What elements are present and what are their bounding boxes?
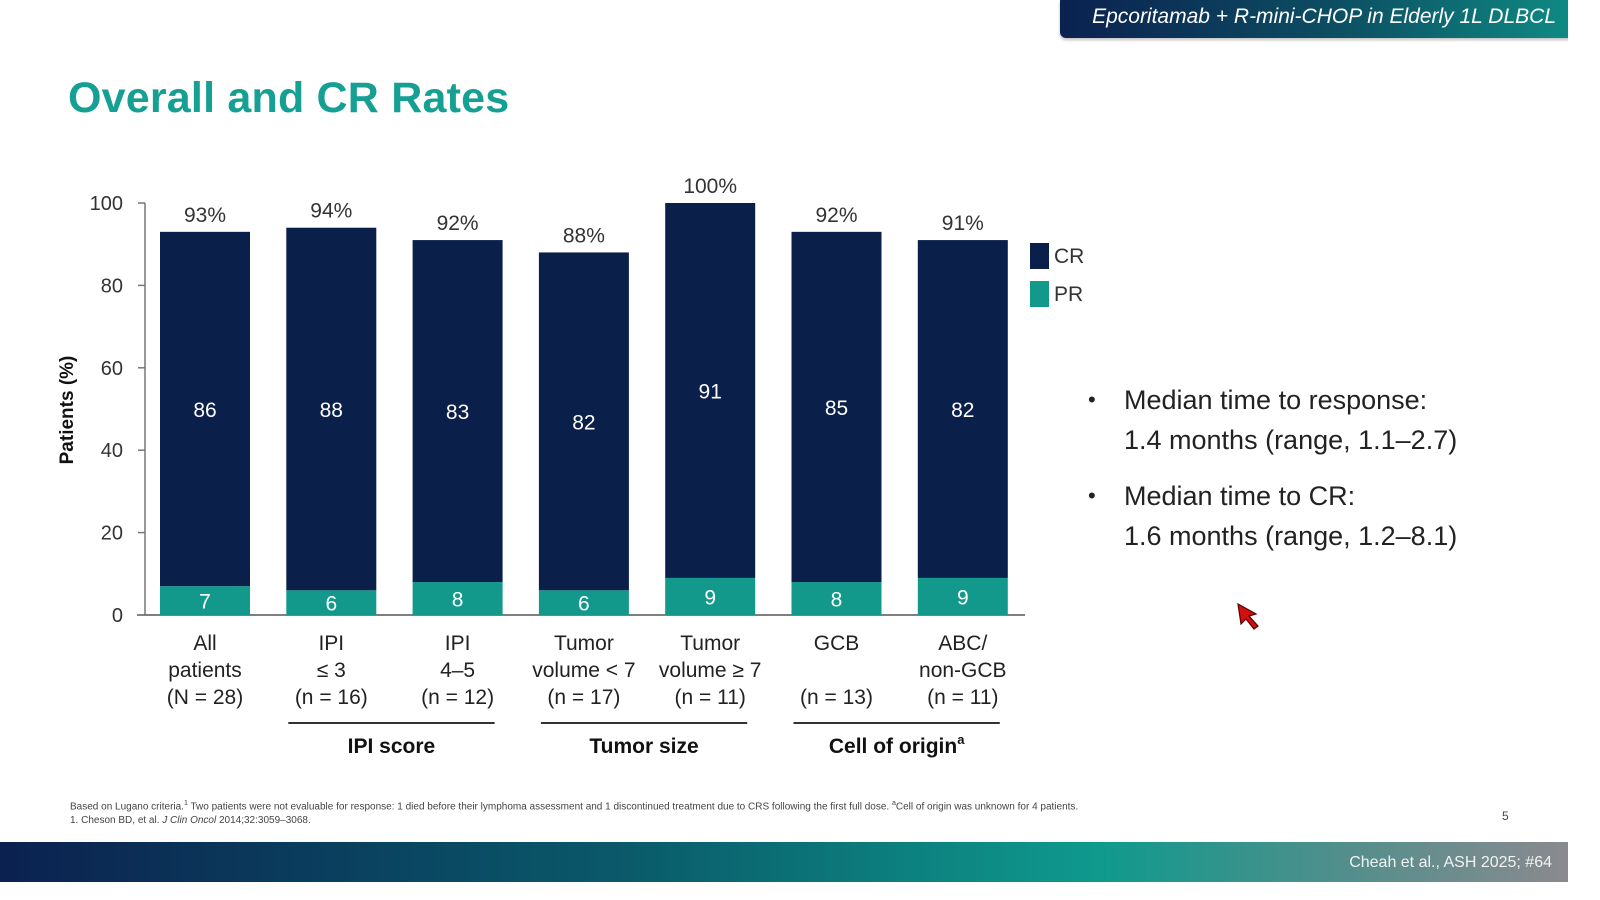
y-tick-label: 20 (101, 523, 123, 545)
cr-value-label: 88 (320, 399, 343, 422)
right-margin (1568, 0, 1600, 900)
reference-text: 1. Cheson BD, et al. (70, 815, 163, 827)
bar-cr-segment (160, 231, 250, 587)
cr-value-label: 82 (951, 399, 974, 422)
bar-pr-segment (286, 590, 377, 615)
reference-text: 2014;32:3059–3068. (216, 815, 311, 827)
pr-value-label: 6 (578, 593, 590, 616)
x-category-label: (n = 11) (674, 686, 745, 709)
total-response-label: 94% (310, 200, 352, 223)
x-category-label: (n = 17) (547, 686, 620, 709)
bullet-text: Median time to response: (1124, 385, 1428, 415)
bullet-icon: • (1088, 483, 1096, 508)
x-category-label: IPI (318, 632, 344, 655)
total-response-label: 100% (683, 175, 737, 198)
legend-swatch-pr (1030, 281, 1049, 307)
bar-cr-segment (917, 240, 1008, 578)
x-category-label: ≤ 3 (317, 659, 346, 682)
x-category-label: ABC/ (938, 632, 987, 655)
pr-value-label: 8 (831, 589, 843, 612)
y-axis-title: Patients (%) (57, 356, 78, 465)
bullet-icon: • (1088, 387, 1096, 412)
bar-cr-segment (412, 240, 503, 583)
cr-value-label: 83 (446, 401, 469, 424)
group-label: Tumor size (589, 735, 698, 758)
page-number: 5 (1502, 809, 1509, 823)
bar-cr-segment (791, 231, 882, 583)
footnote: Based on Lugano criteria.1 Two patients … (70, 797, 1078, 828)
bullet-text: 1.4 months (range, 1.1–2.7) (1124, 425, 1458, 455)
y-tick-label: 0 (112, 605, 123, 627)
bar-pr-segment (538, 590, 629, 615)
header-banner: Epcoritamab + R-mini-CHOP in Elderly 1L … (1060, 0, 1570, 38)
x-category-label: IPI (445, 632, 471, 655)
x-category-label: non-GCB (919, 659, 1007, 682)
total-response-label: 88% (563, 224, 605, 247)
group-label: Cell of origina (829, 732, 965, 758)
footnote-line-1: Based on Lugano criteria.1 Two patients … (70, 797, 1078, 814)
x-category-label: (n = 16) (295, 686, 368, 709)
legend-swatch-cr (1030, 243, 1049, 269)
bar-cr-segment (286, 227, 377, 591)
footnote-text: Two patients were not evaluable for resp… (187, 801, 892, 813)
group-label-superscript: a (957, 732, 965, 747)
footer-banner: Cheah et al., ASH 2025; #64 (0, 842, 1568, 882)
x-category-label: All (193, 632, 216, 655)
legend-label-cr: CR (1054, 245, 1084, 268)
pr-value-label: 8 (452, 589, 464, 612)
total-response-label: 91% (942, 212, 984, 235)
reference-journal: J Clin Oncol (162, 815, 217, 827)
group-label: IPI score (348, 735, 436, 758)
banner-text: Epcoritamab + R-mini-CHOP in Elderly 1L … (1092, 5, 1556, 28)
bar-cr-segment (665, 203, 756, 578)
pr-value-label: 9 (957, 586, 969, 609)
bar-pr-segment (412, 582, 503, 615)
cr-value-label: 86 (193, 399, 216, 422)
x-category-label: volume < 7 (532, 659, 635, 682)
x-category-label: Tumor (680, 632, 740, 655)
footnote-superscript: a (891, 800, 896, 807)
pr-value-label: 6 (325, 593, 337, 616)
bullet-text: Median time to CR: (1124, 481, 1356, 511)
bar-pr-segment (160, 586, 250, 615)
footnote-text: Cell of origin was unknown for 4 patient… (895, 801, 1079, 813)
bar-cr-segment (538, 252, 629, 591)
x-category-label: (n = 12) (421, 686, 494, 709)
x-category-label: (n = 11) (927, 686, 998, 709)
y-tick-label: 60 (101, 358, 123, 380)
page-title: Overall and CR Rates (68, 74, 510, 122)
cr-value-label: 91 (699, 380, 722, 403)
legend-label-pr: PR (1054, 283, 1083, 306)
x-category-label: volume ≥ 7 (659, 659, 762, 682)
bar-pr-segment (791, 582, 882, 615)
footnote-line-2: 1. Cheson BD, et al. J Clin Oncol 2014;3… (70, 814, 1078, 828)
total-response-label: 93% (184, 204, 226, 227)
bar-pr-segment (665, 577, 756, 615)
x-category-label: Tumor (554, 632, 614, 655)
x-category-label: GCB (814, 632, 860, 655)
bullet-time-to-cr: • Median time to CR: 1.6 months (range, … (1088, 476, 1548, 556)
mouse-cursor-icon (1237, 602, 1259, 630)
total-response-label: 92% (815, 204, 857, 227)
footnote-superscript: 1 (183, 800, 188, 807)
x-category-label: 4–5 (440, 659, 475, 682)
pr-value-label: 7 (199, 591, 211, 614)
total-response-label: 92% (437, 212, 479, 235)
x-category-label: patients (168, 659, 242, 682)
y-tick-label: 100 (90, 193, 123, 215)
bullet-text: 1.6 months (range, 1.2–8.1) (1124, 521, 1458, 551)
bullet-time-to-response: • Median time to response: 1.4 months (r… (1088, 380, 1548, 460)
cr-value-label: 82 (572, 411, 595, 434)
cr-value-label: 85 (825, 397, 848, 420)
x-category-label: (N = 28) (167, 686, 243, 709)
footer-citation: Cheah et al., ASH 2025; #64 (1349, 854, 1552, 871)
x-category-label: (n = 13) (800, 686, 873, 709)
key-findings-list: • Median time to response: 1.4 months (r… (1088, 380, 1548, 572)
y-tick-label: 40 (101, 440, 123, 462)
bar-pr-segment (917, 577, 1008, 615)
footnote-text: Based on Lugano criteria. (70, 801, 184, 813)
pr-value-label: 9 (704, 586, 716, 609)
y-tick-label: 80 (101, 275, 123, 297)
